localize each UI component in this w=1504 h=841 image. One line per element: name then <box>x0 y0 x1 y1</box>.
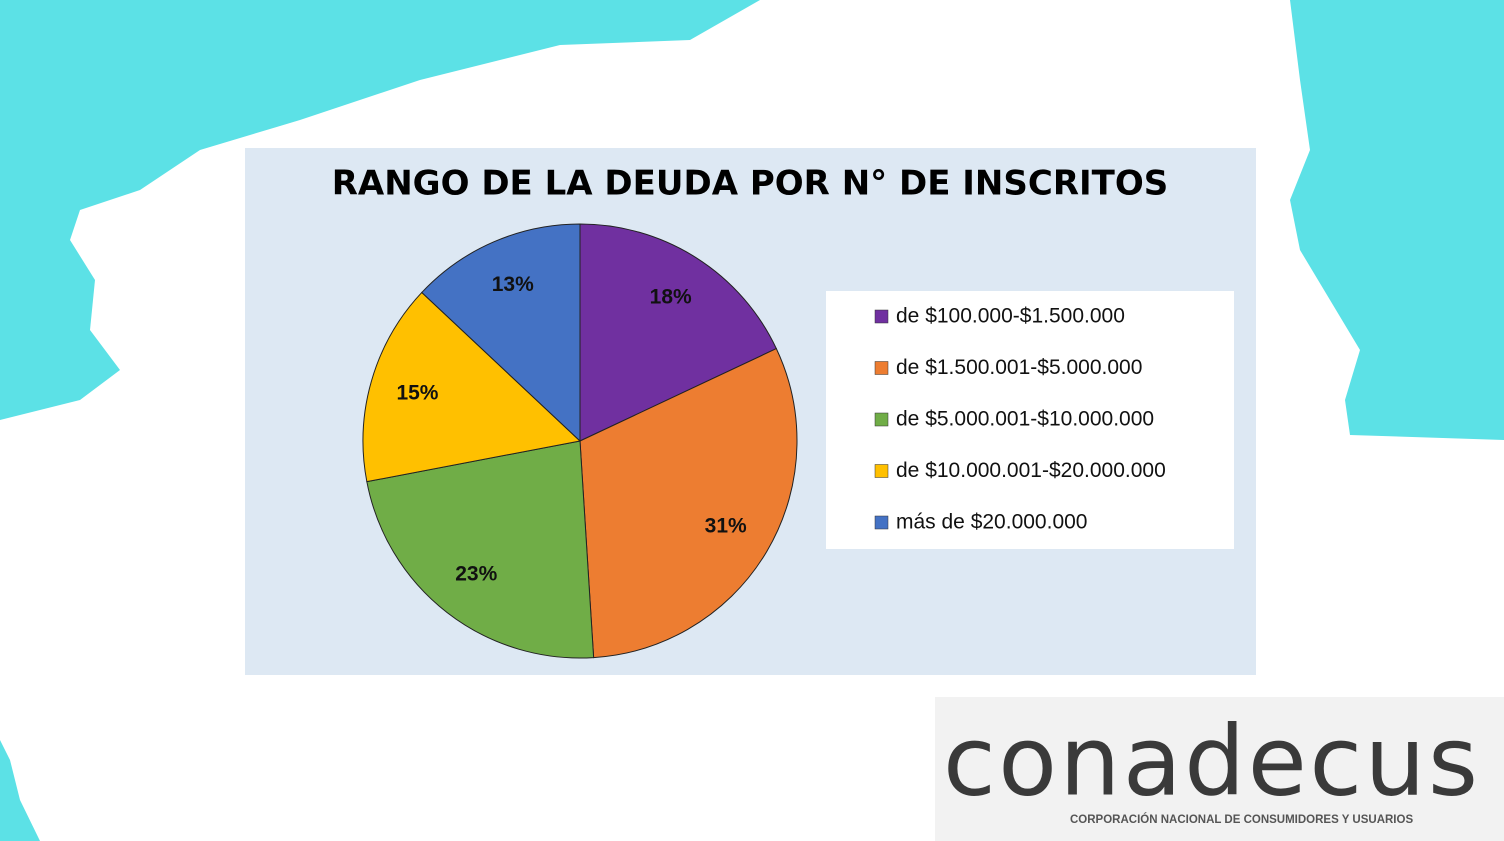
legend-box <box>826 291 1234 549</box>
legend-swatch <box>874 309 889 324</box>
background-shape <box>0 0 760 420</box>
pie-slice <box>579 223 778 442</box>
legend-swatch <box>874 361 889 375</box>
legend-label: de $5.000.001-$10.000.000 <box>896 408 1154 431</box>
logo-name: conadecus <box>943 705 1478 817</box>
legend-swatch <box>874 412 889 427</box>
pie-slice <box>421 223 581 443</box>
chart-title: RANGO DE LA DEUDA POR N° DE INSCRITOS <box>332 164 1169 204</box>
logo-box <box>935 697 1504 841</box>
pie-slice <box>579 347 798 659</box>
data-label: 23% <box>455 562 497 585</box>
pie-slice <box>366 440 595 659</box>
data-label: 31% <box>705 515 747 538</box>
data-label: 13% <box>492 273 534 296</box>
data-label: 15% <box>396 381 438 404</box>
legend-swatch <box>874 515 889 530</box>
legend-label: más de $20.000.000 <box>896 511 1087 534</box>
legend-label: de $10.000.001-$20.000.000 <box>896 459 1166 482</box>
pie-slice <box>362 291 582 483</box>
background-shape <box>1290 0 1504 440</box>
background-shape <box>0 740 40 841</box>
legend-label: de $100.000-$1.500.000 <box>896 305 1125 328</box>
logo-tagline: CORPORACIÓN NACIONAL DE CONSUMIDORES Y U… <box>1070 813 1413 826</box>
legend-swatch <box>874 464 889 478</box>
data-label: 18% <box>650 286 692 309</box>
legend-label: de $1.500.001-$5.000.000 <box>896 356 1142 379</box>
